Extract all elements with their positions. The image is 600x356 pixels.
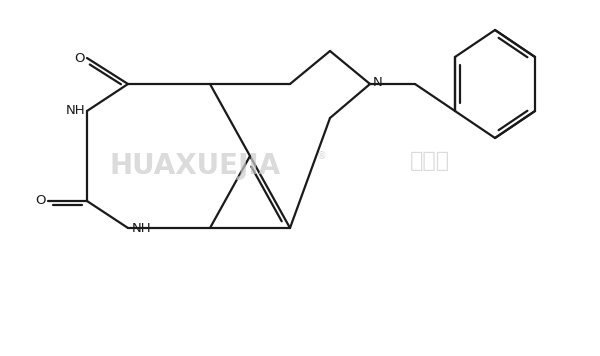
Text: HUAXUEJIA: HUAXUEJIA xyxy=(109,152,281,180)
Text: N: N xyxy=(373,75,383,89)
Text: ®: ® xyxy=(317,151,327,161)
Text: O: O xyxy=(74,52,85,64)
Text: NH: NH xyxy=(65,105,85,117)
Text: 化学加: 化学加 xyxy=(410,151,450,171)
Text: O: O xyxy=(35,194,46,208)
Text: NH: NH xyxy=(132,221,152,235)
